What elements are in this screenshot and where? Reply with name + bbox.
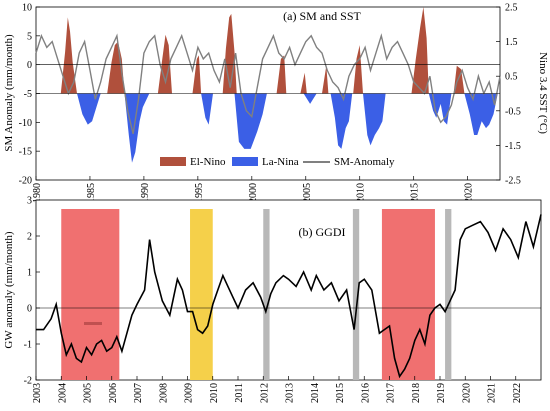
panel-a-x-tick-label: 2015 bbox=[410, 183, 421, 203]
panel-b-title: (b) GGDI bbox=[299, 225, 346, 239]
panel-b-x-tick-label: 2017 bbox=[386, 383, 397, 403]
panel-a-y2-axis-label: Nino 3.4 SST (°C) bbox=[537, 52, 549, 134]
panel-b-small-marker bbox=[84, 322, 102, 325]
panel-b-x-tick-label: 2009 bbox=[184, 383, 195, 403]
panel-a-y2-tick-label: -1.5 bbox=[505, 141, 521, 152]
panel-b-x-tick-label: 2018 bbox=[411, 383, 422, 403]
panel-b-x-tick-label: 2022 bbox=[512, 383, 523, 403]
shaded-period-mild bbox=[190, 209, 213, 380]
panel-b-x-tick-label: 2003 bbox=[32, 383, 43, 403]
panel-a-y-tick-label: -5 bbox=[24, 89, 32, 100]
panel-a-y-tick-label: -20 bbox=[19, 176, 32, 187]
panel-b-y-tick-label: 2 bbox=[27, 232, 32, 243]
panel-b-x-tick-label: 2005 bbox=[83, 383, 94, 403]
panel-b-x-tick-label: 2015 bbox=[335, 383, 346, 403]
panel-a-x-tick-label: 2000 bbox=[248, 183, 259, 203]
series-line-sm-anomaly bbox=[35, 33, 501, 135]
panel-a-y2-tick-label: -0.5 bbox=[505, 106, 521, 117]
shaded-period-gap bbox=[263, 209, 270, 380]
panel-b-x-tick-label: 2008 bbox=[158, 383, 169, 403]
panel-b-x-tick-label: 2010 bbox=[209, 383, 220, 403]
panel-a-legend: El-Nino La-Nina SM-Anomaly bbox=[160, 156, 395, 168]
panel-a-x-tick-label: 1980 bbox=[32, 183, 43, 203]
panel-a-x-tick-label: 1990 bbox=[140, 183, 151, 203]
shaded-period-gap bbox=[352, 209, 360, 380]
series-line-ggdi bbox=[36, 214, 542, 379]
legend-label-el-nino: El-Nino bbox=[190, 156, 226, 168]
panel-b-x-tick-label: 2020 bbox=[461, 383, 472, 403]
panel-b-x-tick-label: 2012 bbox=[259, 383, 270, 403]
panel-b-y-axis-label: GW anomaly (mm/month) bbox=[3, 231, 15, 348]
panel-a-title: (a) SM and SST bbox=[283, 9, 361, 23]
legend-label-sm-anomaly: SM-Anomaly bbox=[334, 156, 395, 168]
panel-b-y-tick-label: -1 bbox=[24, 340, 32, 351]
panel-a-x-tick-label: 2005 bbox=[302, 183, 313, 203]
panel-b-x-tick-label: 2006 bbox=[108, 383, 119, 403]
legend-label-la-nina: La-Nina bbox=[262, 156, 299, 168]
panel-a-y-tick-label: -15 bbox=[19, 147, 32, 158]
panel-b-x-tick-label: 2019 bbox=[436, 383, 447, 403]
panel-b-x-tick-label: 2007 bbox=[133, 383, 144, 403]
shaded-period-gap bbox=[445, 209, 452, 380]
panel-b-x-tick-label: 2013 bbox=[285, 383, 296, 403]
panel-b-x-tick-label: 2004 bbox=[57, 383, 68, 403]
shaded-period-drought bbox=[381, 209, 435, 380]
panel-b-x-tick-label: 2014 bbox=[310, 383, 321, 403]
panel-a-y-tick-label: 10 bbox=[22, 3, 32, 14]
shaded-period-drought bbox=[61, 209, 120, 380]
panel-a-y-tick-label: 0 bbox=[27, 60, 32, 71]
panel-a-x-tick-label: 1995 bbox=[194, 183, 205, 203]
legend-swatch-el-nino bbox=[160, 157, 186, 166]
legend-swatch-la-nina bbox=[232, 157, 258, 166]
panel-b-y-tick-label: -2 bbox=[24, 376, 32, 387]
panel-a-y-tick-label: 5 bbox=[27, 31, 32, 42]
panel-b-x-tick-label: 2011 bbox=[234, 383, 245, 403]
panel-a-y-tick-label: -10 bbox=[19, 118, 32, 129]
panel-b-y-tick-label: 0 bbox=[27, 304, 32, 315]
panel-b-y-tick-label: 3 bbox=[27, 196, 32, 207]
panel-b-x-tick-label: 2021 bbox=[487, 383, 498, 403]
panel-a-y2-tick-label: 1.5 bbox=[505, 37, 518, 48]
panel-a-y2-tick-label: 2.5 bbox=[505, 3, 518, 14]
panel-b-y-tick-label: 1 bbox=[27, 268, 32, 279]
panel-a-x-tick-label: 2020 bbox=[464, 183, 475, 203]
panel-a: 10 5 0 -5 -10 -15 -20 2.5 1.5 0.5 -0.5 -1.5 -2.5 1980… bbox=[3, 3, 549, 204]
panel-a-y-axis-label: SM Anomaly (mm/month) bbox=[3, 34, 15, 152]
panel-b-x-tick-label: 2016 bbox=[360, 383, 371, 403]
panel-a-x-tick-label: 1985 bbox=[86, 183, 97, 203]
panel-a-y2-tick-label: 0.5 bbox=[505, 72, 518, 83]
panel-a-y2-tick-label: -2.5 bbox=[505, 176, 521, 187]
panel-a-x-tick-label: 2010 bbox=[356, 183, 367, 203]
